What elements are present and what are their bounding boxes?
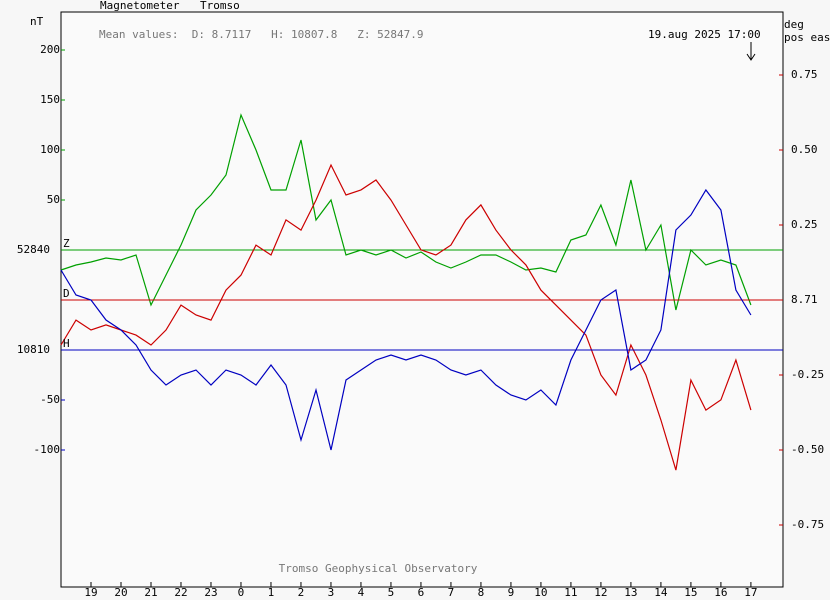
- right-unit: deg: [784, 18, 804, 31]
- y-tick-label: 0.25: [791, 218, 818, 231]
- x-tick-label: 5: [388, 586, 395, 599]
- x-tick-label: 10: [534, 586, 547, 599]
- series-name: Z: [63, 237, 70, 250]
- y-tick-label: 0.75: [791, 68, 818, 81]
- x-tick-label: 4: [358, 586, 365, 599]
- time-arrow-head: [746, 53, 756, 61]
- x-tick-label: 15: [684, 586, 697, 599]
- left-unit: nT: [30, 15, 44, 28]
- x-tick-label: 16: [714, 586, 727, 599]
- series-line: [60, 113, 752, 311]
- x-tick-label: 11: [564, 586, 577, 599]
- x-tick-label: 19: [84, 586, 97, 599]
- y-tick-label: -0.25: [791, 368, 824, 381]
- x-tick-label: 12: [594, 586, 607, 599]
- series-line: [60, 188, 752, 451]
- y-tick-label: -0.50: [791, 443, 824, 456]
- y-tick-label: 52840: [17, 243, 50, 256]
- header-title: Magnetometer: [100, 0, 180, 12]
- x-tick-label: 22: [174, 586, 187, 599]
- x-tick-label: 6: [418, 586, 425, 599]
- y-tick-label: -50: [40, 393, 60, 406]
- x-tick-label: 3: [328, 586, 335, 599]
- y-tick-label: 10810: [17, 343, 50, 356]
- x-tick-label: 9: [508, 586, 515, 599]
- y-tick-label: 8.71: [791, 293, 818, 306]
- x-tick-label: 2: [298, 586, 305, 599]
- x-tick-label: 14: [654, 586, 668, 599]
- x-tick-label: 1: [268, 586, 275, 599]
- x-tick-label: 23: [204, 586, 217, 599]
- y-tick-label: 0.50: [791, 143, 818, 156]
- y-tick-label: 200: [40, 43, 60, 56]
- x-tick-label: 20: [114, 586, 127, 599]
- series-name: H: [63, 337, 70, 350]
- y-tick-label: -100: [34, 443, 61, 456]
- y-tick-label: 100: [40, 143, 60, 156]
- x-tick-label: 7: [448, 586, 455, 599]
- x-tick-label: 21: [144, 586, 157, 599]
- y-tick-label: 50: [47, 193, 60, 206]
- timestamp: 19.aug 2025 17:00: [648, 28, 761, 41]
- x-tick-label: 17: [744, 586, 757, 599]
- header-station: Tromso: [200, 0, 240, 12]
- footer: Tromso Geophysical Observatory: [279, 562, 478, 575]
- mean-values: Mean values: D: 8.7117 H: 10807.8 Z: 528…: [99, 28, 424, 41]
- series-line: [60, 163, 752, 471]
- x-tick-label: 0: [238, 586, 245, 599]
- series-name: D: [63, 287, 70, 300]
- x-tick-label: 8: [478, 586, 485, 599]
- y-tick-label: -0.75: [791, 518, 824, 531]
- x-tick-label: 13: [624, 586, 637, 599]
- right-unit: pos east: [784, 31, 830, 44]
- y-tick-label: 150: [40, 93, 60, 106]
